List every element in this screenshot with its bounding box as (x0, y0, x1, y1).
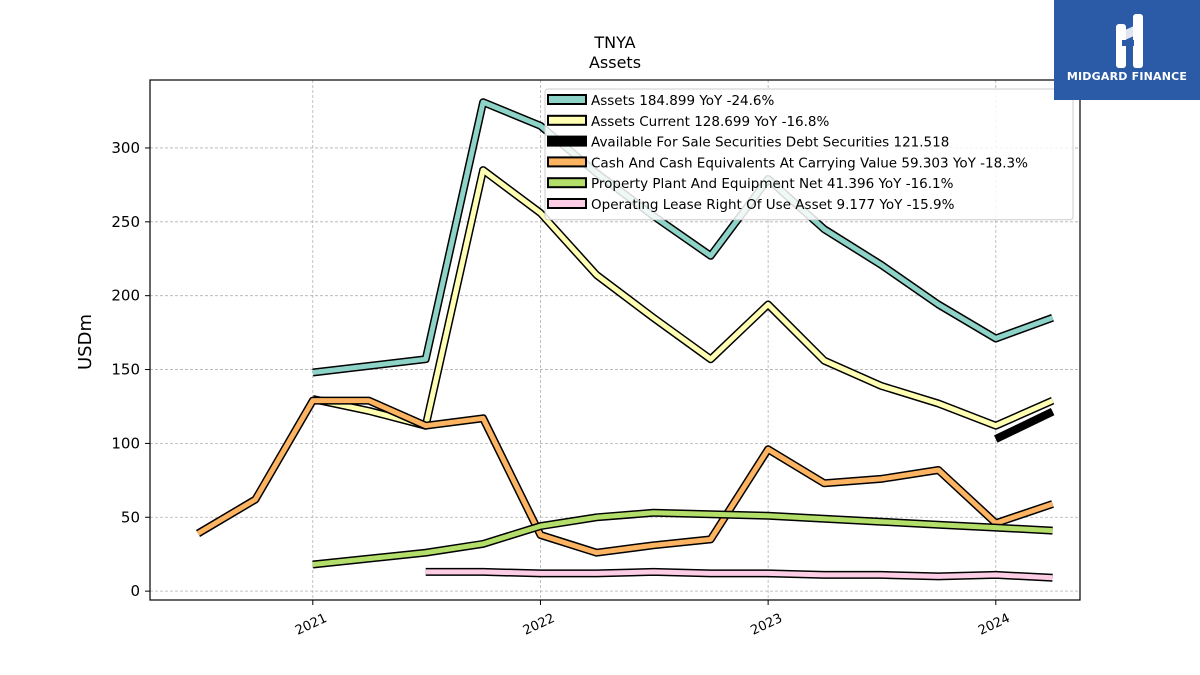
legend-swatch (547, 156, 587, 168)
series-line (311, 166, 1055, 430)
brand-name: MIDGARD FINANCE (1066, 70, 1188, 83)
series-lines (195, 98, 1055, 582)
legend-swatch (547, 177, 587, 189)
series-line-fill (196, 398, 1054, 556)
series-line (994, 407, 1055, 443)
legend: Assets 184.899 YoY -24.6% Assets Current … (544, 88, 1074, 221)
y-tick-label: 200 (111, 287, 140, 305)
legend-swatch (547, 94, 587, 105)
y-tick-label: 150 (111, 361, 140, 379)
series-line-fill (312, 167, 1054, 429)
y-tick-label: 100 (111, 434, 140, 452)
series-line-fill (425, 569, 1053, 581)
chart-subtitle: Assets (589, 53, 641, 72)
brand-logo: MIDGARD FINANCE (1054, 0, 1200, 100)
y-tick-label: 50 (121, 508, 140, 526)
x-tick-label: 2022 (521, 611, 557, 639)
x-tick-label: 2024 (976, 611, 1012, 639)
y-axis-label: USDm (75, 314, 96, 370)
series-line-fill (312, 510, 1053, 567)
x-tick-label: 2023 (748, 611, 784, 639)
legend-swatch (547, 198, 587, 209)
series-line-outline (195, 396, 1054, 557)
series-line-fill (994, 409, 1054, 442)
brand-mark-icon (1116, 14, 1143, 68)
series-line (195, 396, 1054, 557)
legend-box (544, 88, 1074, 221)
chart-title: TNYA (593, 33, 635, 52)
series-line (312, 98, 1054, 377)
legend-label: Property Plant And Equipment Net 41.396 … (591, 176, 954, 192)
x-tick-label: 2021 (293, 611, 329, 639)
y-tick-label: 300 (111, 139, 140, 157)
legend-swatch (547, 114, 587, 126)
series-line (425, 567, 1053, 582)
series-line-fill (312, 99, 1054, 375)
legend-label: Cash And Cash Equivalents At Carrying Va… (591, 155, 1028, 171)
y-tick-label: 250 (111, 213, 140, 231)
series-line (312, 508, 1053, 569)
legend-label: Assets 184.899 YoY -24.6% (591, 93, 775, 109)
legend-label: Assets Current 128.699 YoY -16.8% (591, 114, 830, 130)
y-tick-label: 0 (130, 582, 140, 600)
legend-label: Available For Sale Securities Debt Secur… (591, 135, 949, 151)
plot-frame (149, 79, 1081, 601)
legend-swatch (547, 135, 587, 147)
legend-label: Operating Lease Right Of Use Asset 9.177… (591, 197, 955, 213)
